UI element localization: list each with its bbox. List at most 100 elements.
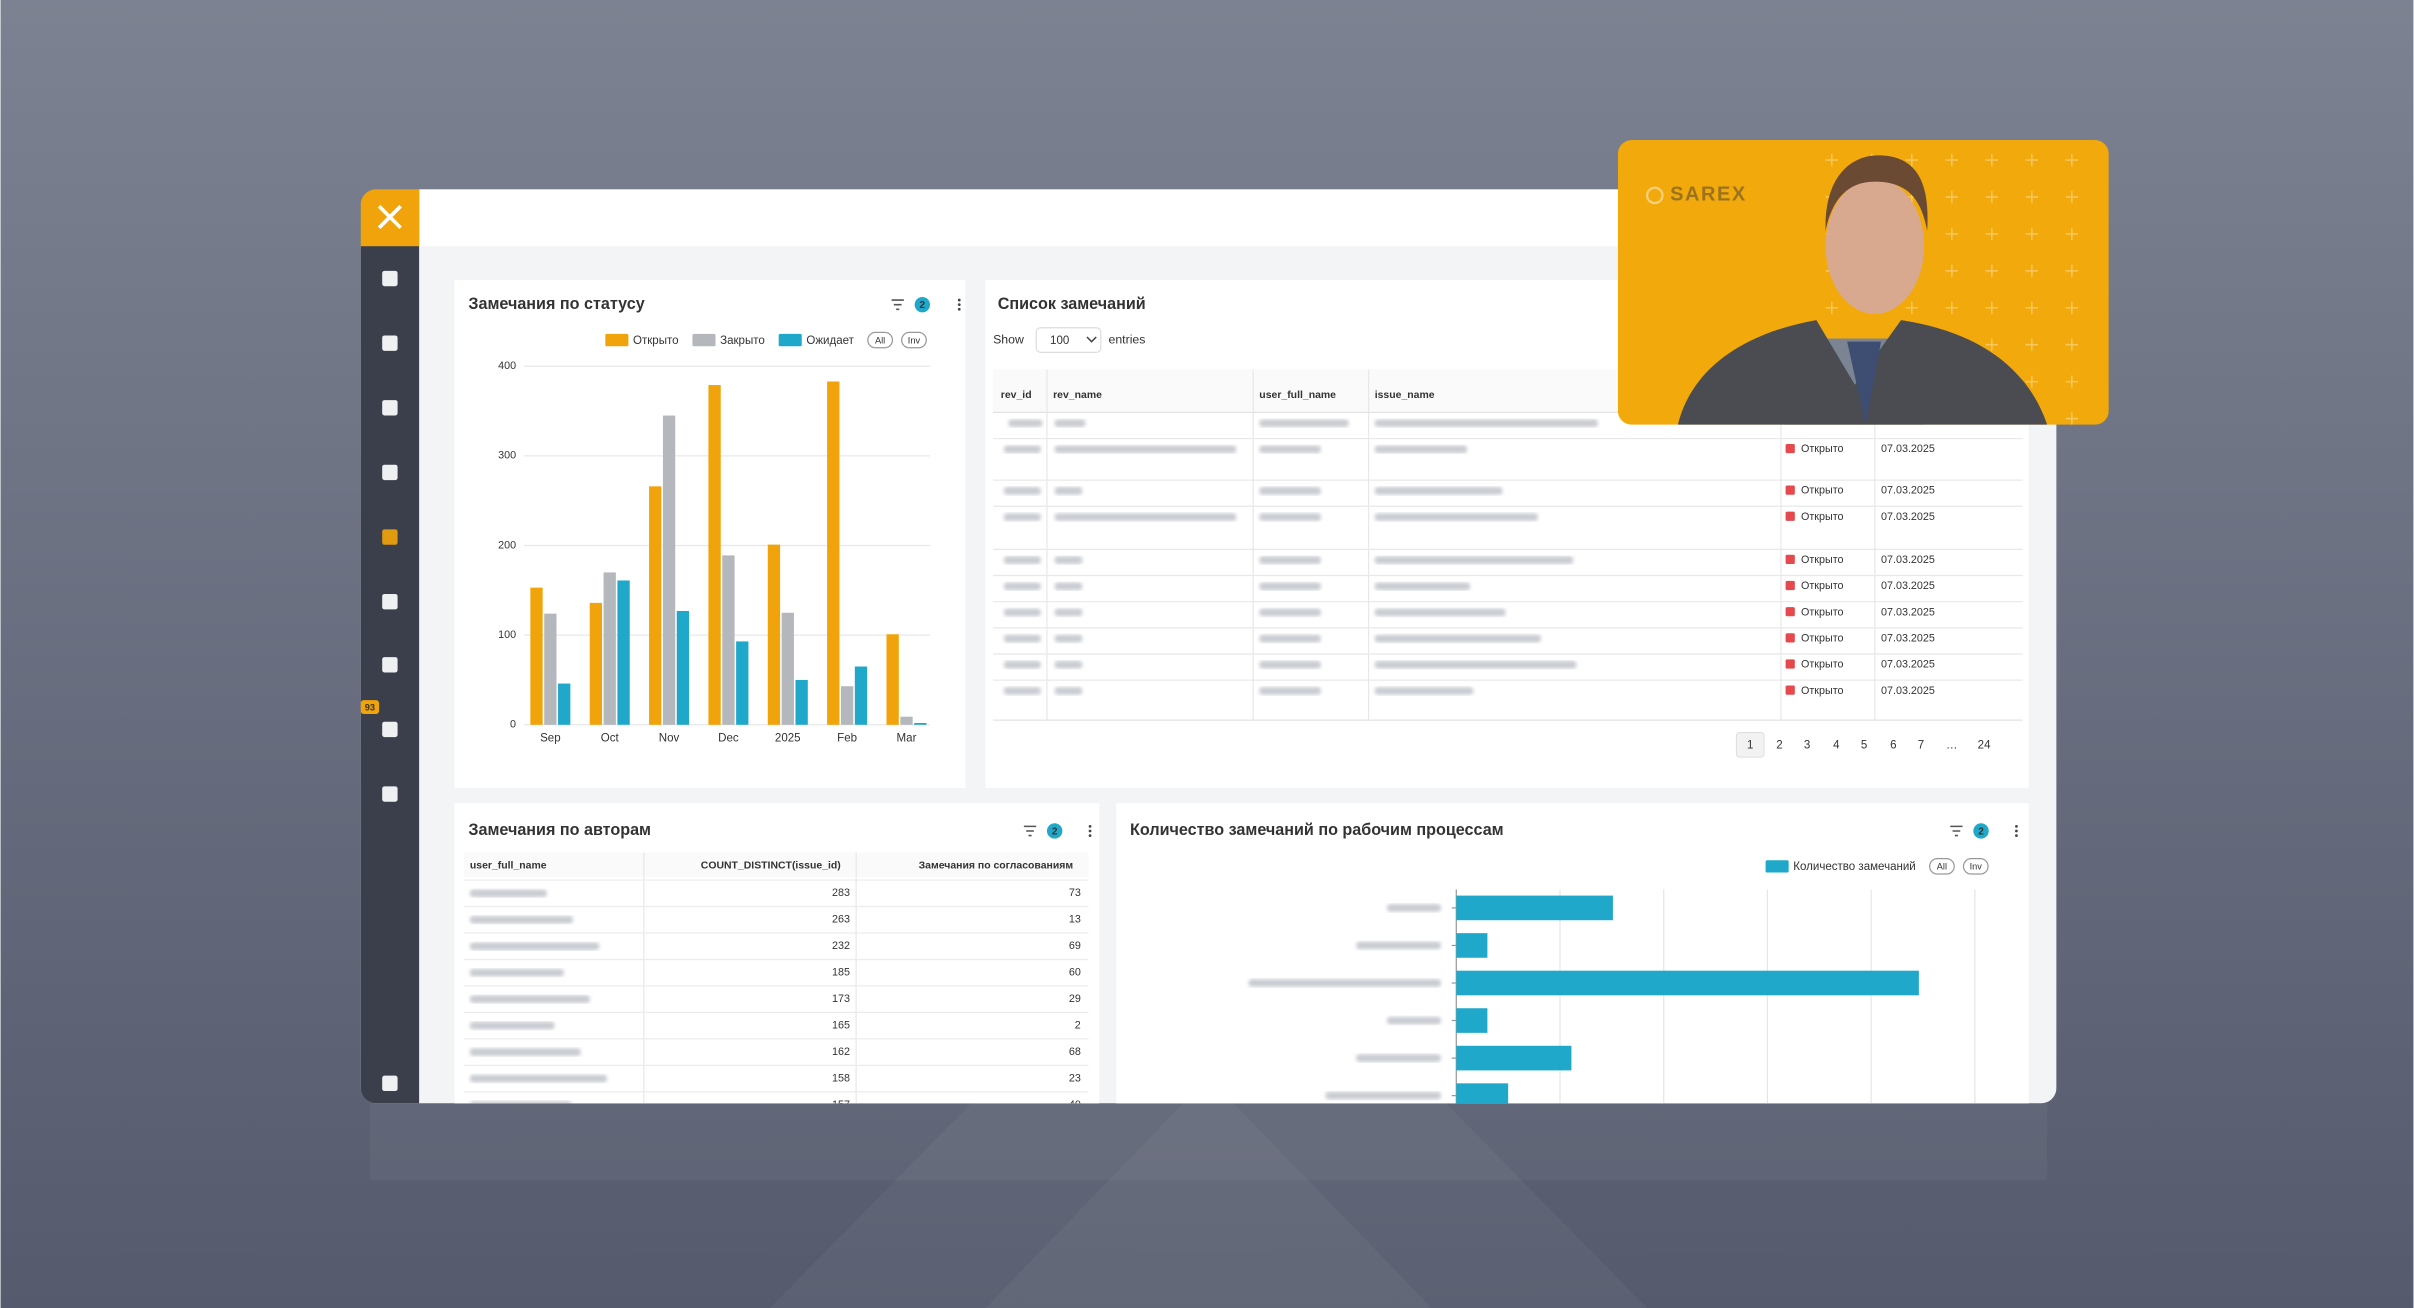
status-dot bbox=[1785, 685, 1795, 695]
legend-button[interactable] bbox=[867, 331, 894, 349]
plus-pattern bbox=[1945, 153, 1958, 167]
bar bbox=[1456, 1045, 1572, 1071]
filter-badge bbox=[914, 296, 931, 313]
date: 07.03.2025 bbox=[1881, 606, 1935, 618]
menu-dot[interactable] bbox=[957, 303, 961, 307]
page-link[interactable]: … bbox=[1946, 740, 1958, 752]
face bbox=[1825, 178, 1925, 314]
menu-dot[interactable] bbox=[1088, 834, 1092, 837]
blurred-text bbox=[1374, 608, 1506, 617]
y-tick-label: 100 bbox=[498, 629, 516, 641]
legend-button[interactable] bbox=[901, 331, 927, 349]
filter-icon[interactable] bbox=[1023, 825, 1037, 837]
plus-pattern bbox=[2065, 412, 2078, 425]
filter-icon[interactable] bbox=[891, 299, 904, 311]
y-tick-label: 300 bbox=[498, 450, 516, 462]
blurred-text bbox=[469, 968, 564, 977]
legend-swatch bbox=[778, 333, 802, 347]
sidebar-icon[interactable] bbox=[382, 1075, 398, 1092]
date: 07.03.2025 bbox=[1881, 685, 1935, 697]
bar bbox=[827, 381, 840, 725]
blurred-text bbox=[469, 1101, 572, 1104]
status: Открыто bbox=[1801, 485, 1844, 497]
column-header: rev_id bbox=[1001, 390, 1032, 401]
sidebar-icon[interactable] bbox=[382, 721, 398, 738]
page-link[interactable]: 24 bbox=[1978, 740, 1991, 752]
page-link[interactable]: 5 bbox=[1861, 740, 1867, 752]
page-link[interactable]: 3 bbox=[1804, 740, 1810, 752]
status-dot bbox=[1785, 580, 1795, 591]
page-size: 100 bbox=[1050, 335, 1069, 347]
status: Открыто bbox=[1801, 511, 1844, 523]
legend-button-label: Inv bbox=[1970, 862, 1983, 872]
legend-button-label: Inv bbox=[908, 335, 921, 345]
menu-dot[interactable] bbox=[1088, 829, 1092, 833]
filter-icon[interactable] bbox=[1950, 825, 1963, 837]
sidebar-icon[interactable] bbox=[382, 786, 398, 802]
status: Открыто bbox=[1801, 632, 1844, 644]
blurred-text bbox=[1374, 556, 1574, 564]
blurred-text bbox=[1374, 687, 1474, 695]
blurred-text bbox=[1054, 419, 1086, 428]
cell: 13 bbox=[1069, 914, 1081, 926]
x-tick-label: Oct bbox=[601, 733, 620, 745]
page-link[interactable]: 4 bbox=[1833, 740, 1840, 752]
sidebar-icon[interactable] bbox=[382, 529, 398, 545]
filter-count: 2 bbox=[1052, 826, 1058, 837]
blurred-text bbox=[1374, 487, 1503, 495]
date: 07.03.2025 bbox=[1881, 511, 1935, 523]
plus-pattern bbox=[1945, 227, 1958, 241]
sidebar-icon[interactable] bbox=[382, 400, 398, 416]
date: 07.03.2025 bbox=[1881, 580, 1935, 592]
menu-dot[interactable] bbox=[2015, 834, 2018, 837]
plus-pattern bbox=[2025, 338, 2038, 351]
sidebar-icon[interactable] bbox=[382, 657, 398, 673]
blurred-text bbox=[1259, 445, 1321, 454]
blurred-text bbox=[469, 942, 600, 951]
blurred-text bbox=[1003, 513, 1041, 521]
panel bbox=[1116, 803, 2029, 1104]
bar bbox=[1456, 1008, 1488, 1033]
sidebar-badge bbox=[360, 700, 380, 715]
cell: 165 bbox=[832, 1019, 850, 1031]
sidebar-icon[interactable] bbox=[382, 270, 398, 287]
page-link[interactable]: 2 bbox=[1776, 740, 1782, 752]
plus-pattern bbox=[1945, 264, 1958, 277]
blurred-text bbox=[1008, 419, 1043, 428]
x-tick-label: 2025 bbox=[775, 733, 801, 745]
blurred-text bbox=[1387, 1016, 1441, 1025]
app-window: 93 Замечания по статусу 2 Список замечаний З… bbox=[360, 189, 2057, 1104]
bar bbox=[914, 722, 927, 725]
bar bbox=[767, 544, 781, 725]
blurred-text bbox=[1325, 1091, 1441, 1100]
menu-dot[interactable] bbox=[2015, 824, 2018, 828]
legend-button[interactable] bbox=[1962, 858, 1989, 875]
blurred-text bbox=[1054, 513, 1237, 521]
menu-dot[interactable] bbox=[957, 307, 961, 311]
page-link[interactable]: 1 bbox=[1747, 740, 1753, 752]
plus-pattern bbox=[1945, 301, 1958, 314]
menu-dot[interactable] bbox=[957, 298, 961, 302]
legend-button[interactable] bbox=[1928, 858, 1955, 875]
cell: 158 bbox=[832, 1072, 850, 1084]
legend-label: Закрыто bbox=[720, 335, 765, 347]
menu-dot[interactable] bbox=[1088, 824, 1092, 828]
show-label: Show bbox=[993, 332, 1024, 346]
menu-dot[interactable] bbox=[2015, 829, 2018, 833]
sidebar-icon[interactable] bbox=[382, 335, 398, 351]
filter-badge bbox=[1046, 823, 1063, 839]
status: Открыто bbox=[1801, 659, 1844, 671]
sidebar-icon[interactable] bbox=[382, 593, 398, 610]
bar bbox=[530, 587, 543, 725]
page-size-select[interactable] bbox=[1035, 327, 1102, 354]
status-dot bbox=[1785, 607, 1795, 617]
sidebar-icon[interactable] bbox=[382, 464, 398, 481]
plus-pattern bbox=[1985, 338, 1998, 351]
plus-pattern bbox=[2025, 375, 2038, 388]
page-link[interactable]: 7 bbox=[1918, 740, 1924, 752]
page-link[interactable]: 6 bbox=[1890, 740, 1896, 752]
status-dot bbox=[1785, 659, 1795, 669]
plus-pattern bbox=[2065, 227, 2078, 241]
column-header: issue_name bbox=[1375, 390, 1435, 401]
